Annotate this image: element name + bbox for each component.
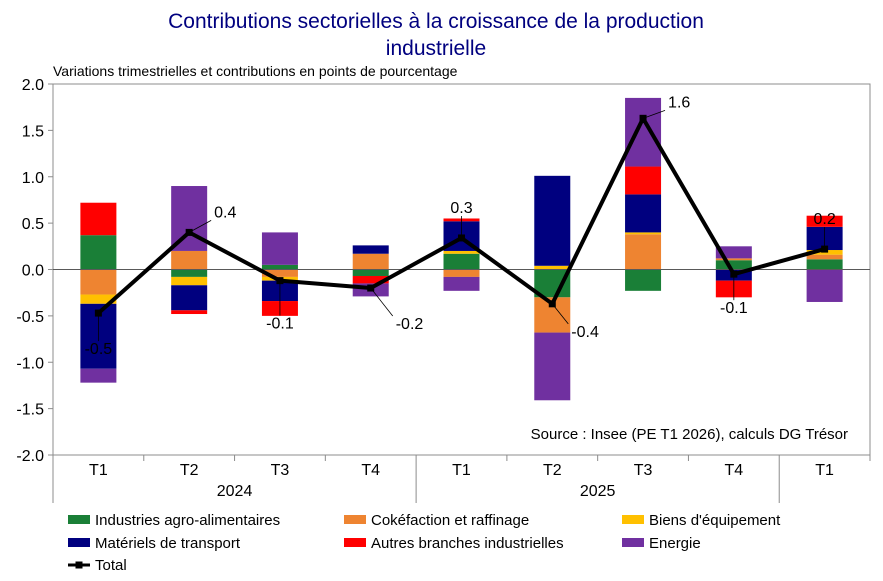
y-tick-label: 0.5	[22, 216, 44, 233]
y-tick-label: 1.0	[22, 170, 44, 187]
x-tick-label: T3	[634, 462, 653, 479]
bar-segment	[625, 194, 662, 233]
legend-label: Biens d'équipement	[649, 512, 781, 529]
legend-swatch	[622, 515, 644, 524]
bar-segment	[443, 276, 480, 291]
bar-segment	[625, 166, 662, 195]
x-tick-label: T1	[815, 462, 834, 479]
x-tick-label: T1	[89, 462, 108, 479]
x-tick-label: T2	[180, 462, 199, 479]
x-tick-label: T4	[361, 462, 380, 479]
legend-label: Autres branches industrielles	[371, 535, 564, 552]
bar-segment	[261, 269, 298, 277]
bar-segment	[352, 275, 389, 284]
x-tick-label: T2	[543, 462, 562, 479]
legend-label: Industries agro-alimentaires	[95, 512, 280, 529]
bar-segment	[171, 250, 208, 270]
bar-segment	[625, 234, 662, 270]
bar-segment	[806, 215, 843, 227]
legend-swatch	[344, 515, 366, 524]
bar-segment	[806, 254, 843, 260]
bar-segment	[352, 245, 389, 254]
total-label-leader	[370, 287, 394, 317]
total-data-label: 0.3	[450, 200, 472, 217]
y-tick-label: 1.5	[22, 123, 44, 140]
y-tick-label: -1.5	[16, 402, 44, 419]
chart-title-line-2: industrielle	[386, 37, 486, 60]
legend-label: Matériels de transport	[95, 535, 241, 552]
bar-segment	[806, 259, 843, 270]
bar-segment	[625, 97, 662, 167]
bar-segment	[443, 253, 480, 270]
legend-swatch	[68, 515, 90, 524]
y-tick-label: -1.0	[16, 355, 44, 372]
bar-segment	[80, 294, 117, 304]
y-tick-label: -2.0	[16, 448, 44, 465]
bar-segment	[171, 310, 208, 315]
legend-label: Energie	[649, 535, 701, 552]
total-data-label: -0.1	[266, 316, 294, 333]
bar-segment	[625, 232, 662, 235]
bar-segment	[80, 269, 117, 295]
bar-segment	[80, 202, 117, 236]
x-tick-label: T3	[271, 462, 290, 479]
bar-segment	[715, 258, 752, 261]
chart-title-line-1: Contributions sectorielles à la croissan…	[168, 10, 704, 33]
total-label-leader	[551, 303, 569, 325]
y-tick-label: 0.0	[22, 263, 44, 280]
total-label-leader	[642, 109, 666, 119]
legend-swatch	[622, 538, 644, 547]
y-tick-label: -0.5	[16, 309, 44, 326]
bar-segment	[352, 269, 389, 276]
total-data-label: 1.6	[668, 94, 690, 111]
bar-segment	[261, 232, 298, 265]
total-label-leader	[188, 220, 212, 233]
bar-segment	[534, 175, 571, 266]
y-tick-label: 2.0	[22, 77, 44, 94]
x-tick-label: T4	[724, 462, 743, 479]
total-data-label: 0.4	[214, 204, 236, 221]
bar-segment	[534, 332, 571, 401]
bar-segment	[352, 253, 389, 270]
legend: Industries agro-alimentaires Cokéfaction …	[68, 512, 781, 574]
chart-subtitle: Variations trimestrielles et contributio…	[53, 63, 458, 79]
legend-swatch	[344, 538, 366, 547]
x-year-label: 2025	[580, 483, 616, 500]
source-note: Source : Insee (PE T1 2026), calculs DG …	[531, 426, 848, 443]
legend-label-total: Total	[95, 557, 127, 574]
bar-segment	[171, 276, 208, 286]
x-tick-label: T1	[452, 462, 471, 479]
total-data-label: -0.5	[85, 341, 113, 358]
legend-total-marker	[75, 561, 83, 569]
bar-segment	[80, 368, 117, 383]
bar-segment	[261, 264, 298, 270]
total-data-label: 0.2	[813, 211, 835, 228]
plot-area: 2.0 1.5 1.0 0.5 0.0 -0.5 -1.0 -1.5 -2.0 -0.5 0.4 -0…	[16, 77, 871, 503]
total-data-label: -0.1	[720, 300, 748, 317]
legend-swatch	[68, 538, 90, 547]
bar-segment	[171, 285, 208, 311]
x-year-label: 2024	[217, 483, 253, 500]
bar-segment	[443, 269, 480, 277]
total-data-label: -0.2	[396, 316, 424, 333]
total-data-label: -0.4	[571, 324, 599, 341]
bar-segment	[171, 269, 208, 277]
bar-segment	[625, 269, 662, 291]
bar-segment	[715, 260, 752, 270]
legend-label: Cokéfaction et raffinage	[371, 512, 529, 529]
bar-segment	[806, 269, 843, 302]
bar-segment	[80, 235, 117, 270]
bar-segment	[443, 250, 480, 254]
bar-segment	[534, 265, 571, 270]
